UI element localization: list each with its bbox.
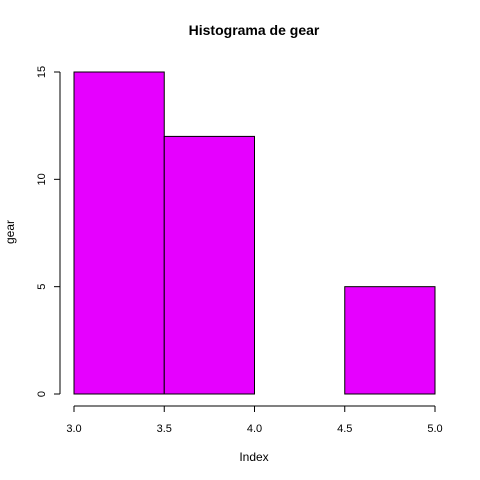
histogram-bar-4 — [344, 286, 436, 395]
y-tick-label: 0 — [36, 391, 48, 397]
x-tick-label: 3.5 — [157, 423, 172, 435]
x-axis-label: Index — [239, 450, 268, 464]
histogram-bar-1 — [73, 71, 165, 395]
chart-title: Histograma de gear — [189, 22, 320, 38]
y-tick-label: 10 — [36, 173, 48, 185]
y-axis: 0 5 10 15 — [36, 66, 61, 397]
histogram-bar-2 — [163, 135, 255, 395]
x-tick-label: 4.5 — [337, 423, 352, 435]
y-tick-label: 15 — [36, 66, 48, 78]
y-axis-label: gear — [3, 220, 17, 244]
x-tick-label: 4.0 — [247, 423, 262, 435]
x-axis: 3.0 3.5 4.0 4.5 5.0 — [66, 405, 443, 435]
y-tick-label: 5 — [36, 284, 48, 290]
bars-group — [73, 71, 436, 395]
x-tick-label: 5.0 — [427, 423, 442, 435]
x-tick-label: 3.0 — [66, 423, 81, 435]
